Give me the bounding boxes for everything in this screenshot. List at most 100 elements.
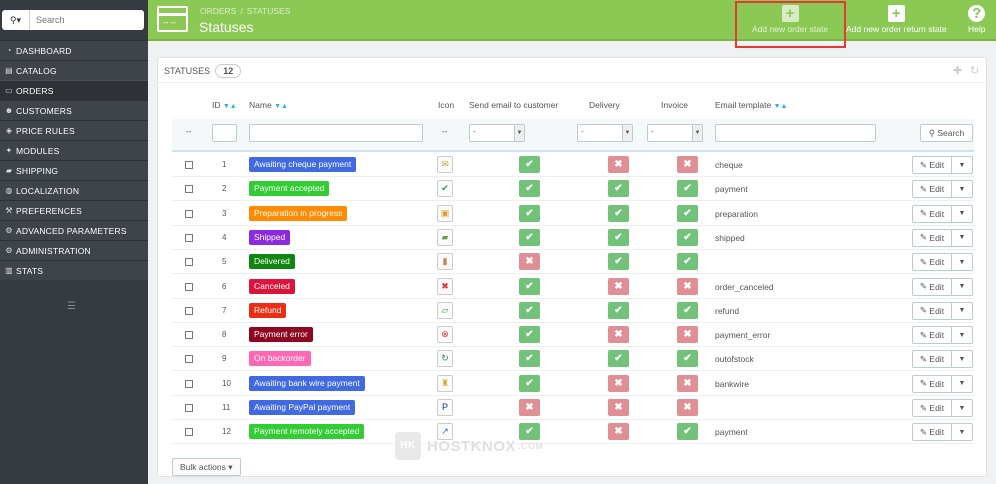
row-actions-dropdown[interactable]: ▼ [952,350,973,369]
row-actions-dropdown[interactable]: ▼ [952,374,973,393]
help-button[interactable]: ? Help [968,5,985,34]
invoice-toggle[interactable]: ✖ [677,374,698,392]
row-actions-dropdown[interactable]: ▼ [952,277,973,296]
sidebar-item-stats[interactable]: ▥ STATS [0,260,148,280]
send-email-toggle[interactable]: ✔ [519,374,540,392]
table-row[interactable]: 1 Awaiting cheque payment ✉ ✔ ✖ ✖ cheque ✎ Edit… [172,153,974,177]
breadcrumb-statuses[interactable]: STATUSES [246,6,291,16]
edit-button[interactable]: ✎ Edit [912,350,952,369]
sidebar-item-shipping[interactable]: ▰ SHIPPING [0,160,148,180]
edit-button[interactable]: ✎ Edit [912,301,952,320]
col-header-name[interactable]: Name ▼▲ [249,100,288,110]
invoice-toggle[interactable]: ✔ [677,253,698,271]
invoice-toggle[interactable]: ✖ [677,277,698,295]
sort-arrows-icon[interactable]: ▼▲ [773,103,788,110]
sidebar-item-preferences[interactable]: ⚒ PREFERENCES [0,200,148,220]
invoice-toggle[interactable]: ✔ [677,423,698,441]
delivery-toggle[interactable]: ✔ [608,180,629,198]
row-actions-dropdown[interactable]: ▼ [952,301,973,320]
row-actions-dropdown[interactable]: ▼ [952,204,973,223]
edit-button[interactable]: ✎ Edit [912,326,952,345]
filter-search-button[interactable]: ⚲ Search [920,124,973,142]
delivery-toggle[interactable]: ✔ [608,301,629,319]
row-actions-dropdown[interactable]: ▼ [952,326,973,345]
send-email-toggle[interactable]: ✔ [519,350,540,368]
filter-delivery-select[interactable]: - ▼ [577,124,633,142]
edit-button[interactable]: ✎ Edit [912,204,952,223]
delivery-toggle[interactable]: ✖ [608,156,629,173]
table-row[interactable]: 12 Payment remotely accepted ↗ ✔ ✖ ✔ payment ✎ … [172,420,974,445]
row-actions-dropdown[interactable]: ▼ [952,180,973,199]
send-email-toggle[interactable]: ✔ [519,228,540,246]
edit-button[interactable]: ✎ Edit [912,228,952,247]
sidebar-item-advanced-parameters[interactable]: ⚙ ADVANCED PARAMETERS [0,220,148,240]
delivery-toggle[interactable]: ✖ [608,277,629,295]
invoice-toggle[interactable]: ✖ [677,399,698,416]
filter-email-template-input[interactable] [715,124,876,142]
row-actions-dropdown[interactable]: ▼ [952,253,973,272]
send-email-toggle[interactable]: ✔ [519,180,540,198]
row-checkbox[interactable] [185,404,193,412]
add-new-order-return-state-button[interactable]: + Add new order return state [846,5,947,34]
row-checkbox[interactable] [185,428,193,437]
send-email-toggle[interactable]: ✔ [519,301,540,319]
bulk-actions-button[interactable]: Bulk actions ▾ [172,458,241,476]
row-checkbox[interactable] [185,379,193,388]
sidebar-item-modules[interactable]: ✦ MODULES [0,140,148,160]
row-checkbox[interactable] [185,306,193,315]
row-checkbox[interactable] [185,185,193,194]
sidebar-item-customers[interactable]: ☻ CUSTOMERS [0,100,148,120]
send-email-toggle[interactable]: ✔ [519,423,540,441]
send-email-toggle[interactable]: ✖ [519,399,540,416]
row-actions-dropdown[interactable]: ▼ [952,399,973,417]
search-type-button[interactable]: ⚲▾ [2,10,30,30]
delivery-toggle[interactable]: ✔ [608,228,629,246]
row-checkbox[interactable] [185,331,193,340]
row-checkbox[interactable] [185,161,193,169]
row-actions-dropdown[interactable]: ▼ [952,156,973,174]
edit-button[interactable]: ✎ Edit [912,277,952,296]
sidebar-item-price-rules[interactable]: ◈ PRICE RULES [0,120,148,140]
table-row[interactable]: 10 Awaiting bank wire payment ♜ ✔ ✖ ✖ bankwire… [172,372,974,396]
delivery-toggle[interactable]: ✔ [608,350,629,368]
edit-button[interactable]: ✎ Edit [912,180,952,199]
sidebar-item-orders[interactable]: ▭ ORDERS [0,80,148,100]
edit-button[interactable]: ✎ Edit [912,253,952,272]
collapse-menu-icon[interactable]: ☰ [67,301,76,312]
breadcrumb-orders[interactable]: ORDERS [200,6,237,16]
edit-button[interactable]: ✎ Edit [912,399,952,417]
filter-invoice-select[interactable]: - ▼ [647,124,703,142]
filter-send-email-select[interactable]: - ▼ [469,124,525,142]
search-input[interactable] [36,11,136,29]
row-actions-dropdown[interactable]: ▼ [952,228,973,247]
filter-id-input[interactable] [212,124,237,142]
send-email-toggle[interactable]: ✔ [519,204,540,222]
row-checkbox[interactable] [185,282,193,291]
row-checkbox[interactable] [185,258,193,267]
edit-button[interactable]: ✎ Edit [912,374,952,393]
table-row[interactable]: 8 Payment error ⊗ ✔ ✖ ✖ payment_error ✎ Edit ▼ [172,323,974,348]
send-email-toggle[interactable]: ✖ [519,253,540,271]
delivery-toggle[interactable]: ✔ [608,204,629,222]
sidebar-item-administration[interactable]: ⚙ ADMINISTRATION [0,240,148,260]
invoice-toggle[interactable]: ✖ [677,326,698,344]
filter-name-input[interactable] [249,124,423,142]
table-row[interactable]: 6 Canceled ✖ ✔ ✖ ✖ order_canceled ✎ Edit ▼ [172,275,974,299]
send-email-toggle[interactable]: ✔ [519,156,540,173]
sort-arrows-icon[interactable]: ▼▲ [222,103,237,110]
edit-button[interactable]: ✎ Edit [912,156,952,174]
col-header-email-template[interactable]: Email template ▼▲ [715,100,787,110]
sidebar-item-dashboard[interactable]: ◔ DASHBOARD [0,40,148,60]
invoice-toggle[interactable]: ✔ [677,228,698,246]
table-row[interactable]: 3 Preparation in progress ▣ ✔ ✔ ✔ preparation ✎… [172,202,974,226]
sidebar-item-catalog[interactable]: ▤ CATALOG [0,60,148,80]
col-header-id[interactable]: ID ▼▲ [212,100,237,110]
table-row[interactable]: 4 Shipped ▰ ✔ ✔ ✔ shipped ✎ Edit ▼ [172,226,974,250]
sort-arrows-icon[interactable]: ▼▲ [274,103,288,110]
sidebar-item-localization[interactable]: ◍ LOCALIZATION [0,180,148,200]
table-row[interactable]: 11 Awaiting PayPal payment P ✖ ✖ ✖ ✎ Edit ▼ [172,396,974,420]
row-checkbox[interactable] [185,233,193,242]
send-email-toggle[interactable]: ✔ [519,277,540,295]
refresh-icon[interactable]: ↻ [969,65,980,77]
row-checkbox[interactable] [185,209,193,218]
